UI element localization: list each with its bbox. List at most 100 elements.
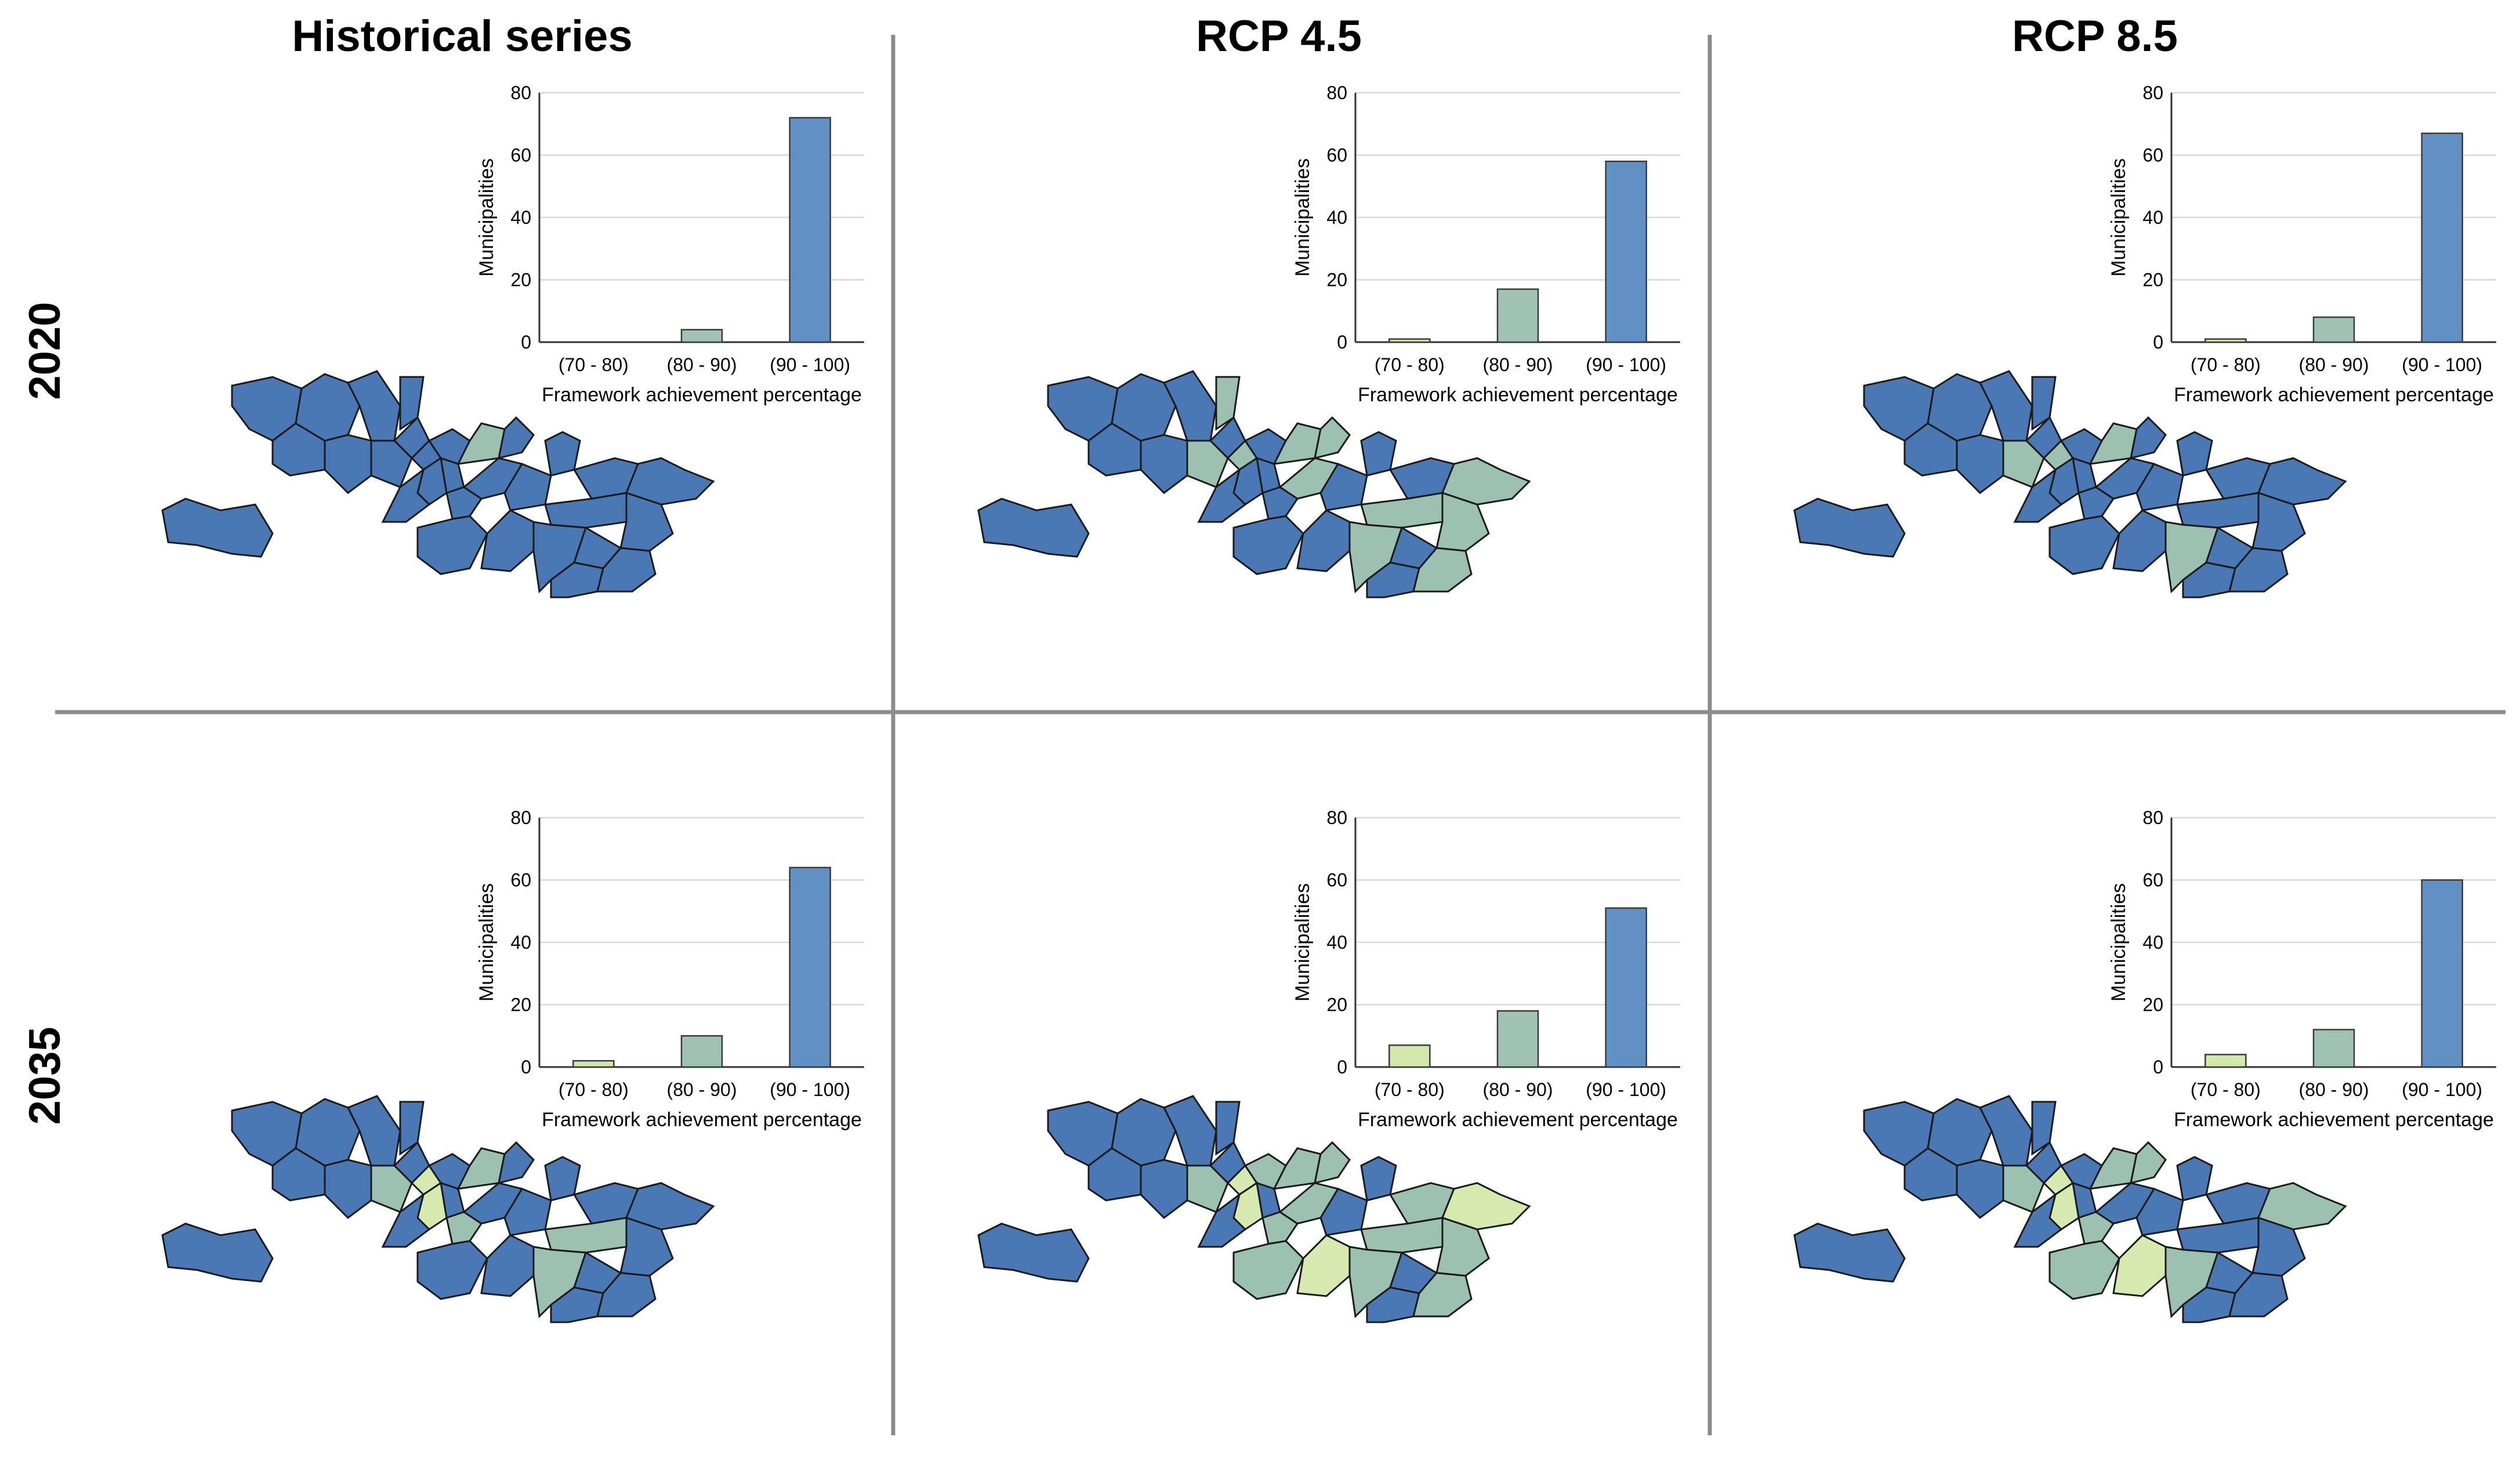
municipality-region [1197, 1192, 1247, 1248]
municipality-region [1261, 486, 1299, 520]
municipality-region [2112, 1234, 2167, 1297]
y-tick-label: 40 [1326, 207, 1347, 228]
municipality-region [1319, 463, 1368, 511]
municipality-region [2176, 492, 2260, 529]
municipality-region [416, 1240, 488, 1300]
x-tick-label: (90 - 100) [770, 354, 850, 375]
x-tick-label: (70 - 80) [559, 354, 629, 375]
bar-chart: 0 20 40 60 80 (70 - 80) (80 - 90) (90 - 100) Fra… [1292, 82, 1680, 406]
bar [2312, 316, 2355, 343]
municipality-region [381, 467, 431, 523]
municipality-region [2130, 1141, 2167, 1185]
municipality-region [1956, 1159, 2004, 1219]
municipality-region [480, 1234, 535, 1297]
x-tick-label: (90 - 100) [1586, 354, 1666, 375]
municipality-region [2135, 1188, 2184, 1236]
municipality-region [1319, 1188, 1368, 1236]
y-tick-label: 20 [1326, 995, 1347, 1015]
y-tick-label: 60 [1326, 145, 1347, 166]
y-tick-label: 60 [1326, 870, 1347, 891]
bar [1496, 288, 1539, 343]
x-tick-label: (80 - 90) [667, 354, 737, 375]
x-tick-label: (70 - 80) [559, 1079, 629, 1100]
municipality-region [1197, 467, 1247, 523]
municipality-region [370, 1164, 413, 1213]
bar-chart: 0 20 40 60 80 (70 - 80) (80 - 90) (90 - 100) Fra… [1292, 807, 1680, 1131]
panel-2035-historical: 0 20 40 60 80 (70 - 80) (80 - 90) (90 - 100) Fra… [161, 807, 864, 1323]
municipality-map [161, 370, 715, 598]
x-axis-label: Framework achievement percentage [1358, 1109, 1678, 1131]
bar [1388, 1044, 1431, 1068]
municipality-region [1296, 509, 1351, 572]
municipality-region [1389, 526, 1438, 569]
panel-2020-rcp45: 0 20 40 60 80 (70 - 80) (80 - 90) (90 - 100) Fra… [977, 82, 1680, 598]
bar [2204, 338, 2247, 343]
municipality-region [1140, 434, 1188, 494]
municipality-region [2135, 463, 2184, 511]
municipality-region [1232, 515, 1304, 575]
x-tick-label: (90 - 100) [2402, 1079, 2482, 1100]
x-tick-label: (90 - 100) [1586, 1079, 1666, 1100]
municipality-region [1360, 1156, 1397, 1202]
municipality-region [1927, 373, 1993, 442]
municipality-region [1793, 498, 1906, 558]
municipality-region [295, 1098, 361, 1167]
municipality-region [2205, 526, 2254, 569]
x-tick-label: (80 - 90) [1483, 354, 1553, 375]
municipality-region [1314, 1141, 1351, 1185]
y-tick-label: 40 [510, 207, 531, 228]
municipality-region [544, 431, 581, 477]
row-title-2035: 2035 [20, 1026, 70, 1124]
municipality-region [1111, 373, 1177, 442]
y-tick-label: 60 [2142, 870, 2163, 891]
municipality-region [2002, 1164, 2045, 1213]
x-tick-label: (80 - 90) [1483, 1079, 1553, 1100]
bar [2312, 1029, 2355, 1068]
panel-2035-rcp85: 0 20 40 60 80 (70 - 80) (80 - 90) (90 - 100) Fra… [1793, 807, 2496, 1323]
municipality-region [1186, 440, 1229, 488]
y-tick-label: 0 [1337, 1057, 1347, 1077]
municipality-region [1215, 376, 1241, 431]
bar [680, 1035, 723, 1068]
municipality-region [399, 376, 425, 431]
municipality-region [2031, 376, 2057, 431]
municipality-region [2002, 440, 2045, 488]
municipality-region [498, 416, 535, 460]
x-axis-label: Framework achievement percentage [542, 384, 862, 406]
bar-chart: 0 20 40 60 80 (70 - 80) (80 - 90) (90 - 100) Fra… [2108, 82, 2496, 406]
municipality-region [295, 373, 361, 442]
municipality-map [977, 1095, 1531, 1323]
municipality-region [544, 1217, 628, 1254]
y-tick-label: 40 [2142, 207, 2163, 228]
municipality-region [544, 492, 628, 529]
y-tick-label: 60 [510, 870, 531, 891]
y-tick-label: 80 [2142, 82, 2163, 103]
y-tick-label: 20 [1326, 270, 1347, 291]
municipality-region [1314, 416, 1351, 460]
municipality-region [324, 1159, 372, 1219]
y-tick-label: 20 [2142, 270, 2163, 291]
y-axis-label: Municipalities [2108, 158, 2130, 277]
municipality-region [977, 1222, 1090, 1283]
y-tick-label: 80 [510, 82, 531, 103]
bar [789, 117, 831, 343]
municipality-region [445, 1211, 483, 1245]
municipality-region [1232, 1240, 1304, 1300]
municipality-region [1360, 492, 1444, 529]
bar [1496, 1010, 1539, 1068]
municipality-region [381, 1192, 431, 1248]
municipality-region [1793, 1222, 1906, 1283]
x-tick-label: (70 - 80) [1375, 1079, 1445, 1100]
bar [1605, 161, 1647, 343]
y-tick-label: 80 [2142, 807, 2163, 828]
municipality-region [1927, 1098, 1993, 1167]
municipality-region [445, 486, 483, 520]
municipality-region [503, 463, 552, 511]
x-tick-label: (80 - 90) [667, 1079, 737, 1100]
x-tick-label: (80 - 90) [2299, 354, 2369, 375]
municipality-region [480, 509, 535, 572]
municipality-region [503, 1188, 552, 1236]
column-title-rcp45: RCP 4.5 [1196, 12, 1362, 61]
municipality-region [2013, 1192, 2063, 1248]
x-axis-label: Framework achievement percentage [542, 1109, 862, 1131]
